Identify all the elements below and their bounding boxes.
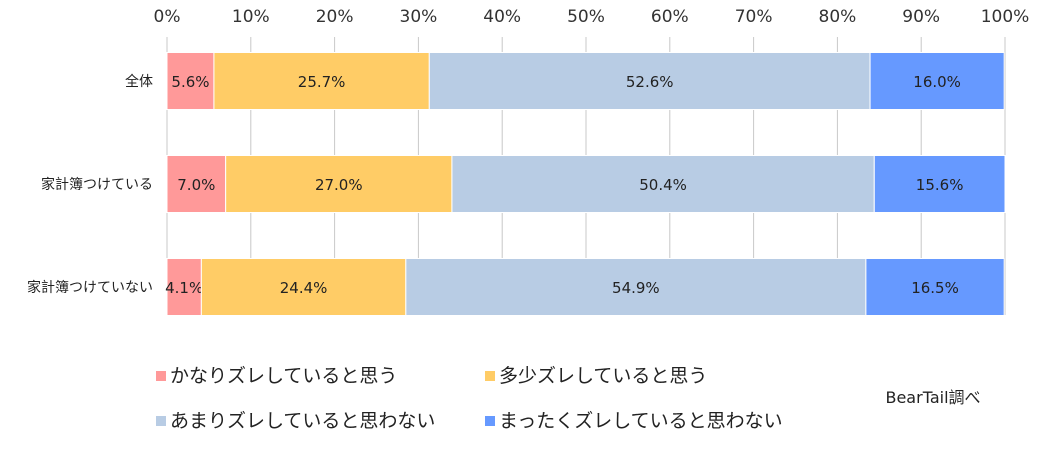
legend-swatch — [156, 416, 166, 426]
bar-segment — [166, 155, 227, 213]
category-label: 全体 — [125, 73, 153, 90]
x-tick-label: 60% — [651, 7, 689, 27]
legend-swatch — [156, 371, 166, 381]
legend-label: 多少ズレしていると思う — [499, 365, 707, 387]
x-tick-label: 10% — [232, 7, 270, 27]
data-label: 15.6% — [916, 176, 964, 194]
legend-label: あまりズレしていると思わない — [170, 410, 435, 432]
legend-swatch — [485, 416, 495, 426]
data-label: 52.6% — [626, 73, 674, 91]
x-tick-label: 0% — [154, 7, 181, 27]
x-tick-label: 100% — [981, 7, 1030, 27]
x-tick-label: 80% — [819, 7, 857, 27]
bar-segment — [873, 155, 1006, 213]
data-label: 25.7% — [298, 73, 346, 91]
bar-segment — [225, 155, 453, 213]
source-note: BearTail調べ — [885, 388, 980, 407]
bar-segment — [451, 155, 875, 213]
bar-segment — [200, 258, 407, 316]
x-tick-label: 90% — [902, 7, 940, 27]
data-label: 27.0% — [315, 176, 363, 194]
category-label: 家計簿つけている — [41, 176, 153, 193]
data-label: 7.0% — [177, 176, 215, 194]
x-axis-ticks: 0% 10% 20% 30% 40% 50% 60% 70% 80% 90% 100% — [154, 7, 1030, 27]
legend-label: まったくズレしていると思わない — [499, 410, 783, 432]
category-label: 家計簿つけていない — [27, 279, 153, 296]
data-label: 24.4% — [280, 279, 328, 297]
bar-segment — [166, 52, 215, 110]
bar-segment — [166, 258, 202, 316]
legend-swatch — [485, 371, 495, 381]
bar-segment — [428, 52, 871, 110]
data-label: 54.9% — [612, 279, 660, 297]
bar-segment — [405, 258, 867, 316]
data-label: 4.1% — [165, 279, 203, 297]
x-tick-label: 50% — [567, 7, 605, 27]
data-label: 5.6% — [171, 73, 209, 91]
x-tick-label: 70% — [735, 7, 773, 27]
legend-label: かなりズレしていると思う — [170, 365, 397, 387]
bar-segment — [213, 52, 430, 110]
data-label: 16.5% — [911, 279, 959, 297]
x-tick-label: 30% — [400, 7, 438, 27]
data-label: 50.4% — [639, 176, 687, 194]
x-tick-label: 40% — [483, 7, 521, 27]
bar-segment — [869, 52, 1005, 110]
x-tick-label: 20% — [316, 7, 354, 27]
data-label: 16.0% — [913, 73, 961, 91]
bar-groups: 5.6% 25.7% 52.6% 16.0% 7.0% 27.0% 50.4% 15.6% 4.… — [165, 52, 1006, 316]
bar-segment — [865, 258, 1005, 316]
